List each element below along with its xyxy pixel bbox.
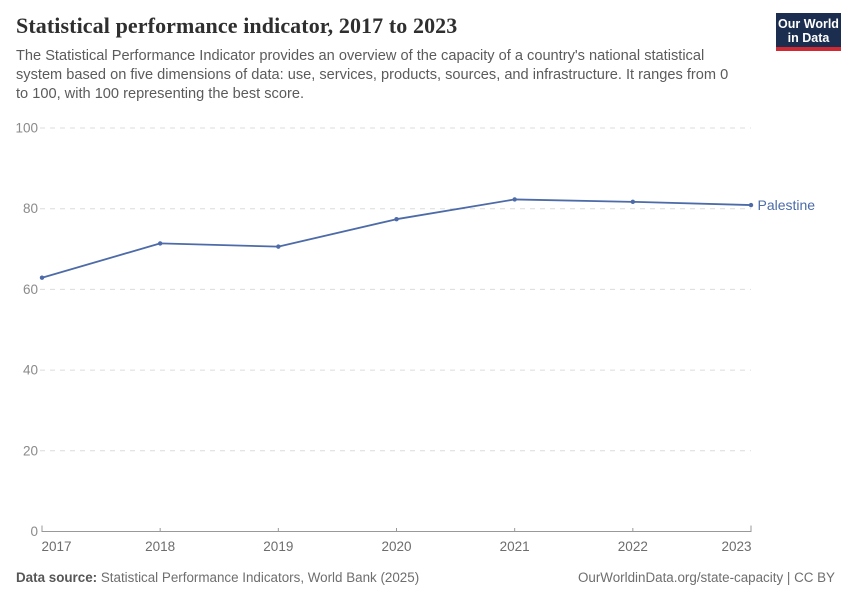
y-axis-tick-label: 0 — [30, 524, 38, 539]
data-point-marker — [157, 241, 163, 246]
x-axis-tick-label: 2021 — [500, 539, 530, 554]
x-axis-tick-label: 2017 — [42, 539, 72, 554]
data-source-note: Data source: Statistical Performance Ind… — [16, 570, 419, 585]
chart-footer: Data source: Statistical Performance Ind… — [16, 570, 835, 585]
owid-logo-line2: in Data — [787, 31, 830, 45]
x-axis-tick-label: 2019 — [263, 539, 293, 554]
chart-header: Statistical performance indicator, 2017 … — [16, 12, 761, 104]
data-point-marker — [276, 244, 281, 249]
y-axis-tick-label: 80 — [23, 201, 38, 216]
y-axis-tick-label: 20 — [23, 443, 38, 458]
data-source-label: Data source: — [16, 570, 98, 585]
data-point-marker — [512, 197, 517, 202]
chart-title: Statistical performance indicator, 2017 … — [16, 13, 458, 38]
y-axis-tick-label: 40 — [23, 363, 38, 378]
x-axis-tick-label: 2020 — [381, 539, 411, 554]
data-point-marker — [748, 202, 754, 208]
x-axis-tick-label: 2023 — [721, 539, 751, 554]
series-line — [41, 198, 752, 279]
data-source-text: Statistical Performance Indicators, Worl… — [100, 570, 420, 585]
data-point-marker — [630, 199, 636, 205]
x-axis-tick-label: 2018 — [145, 539, 175, 554]
data-point-marker — [394, 216, 399, 222]
y-axis-tick-label: 100 — [15, 121, 38, 136]
owid-logo-line1: Our World — [778, 17, 839, 31]
y-axis-tick-label: 60 — [23, 282, 38, 297]
entity-label: Palestine — [758, 197, 816, 213]
chart-subtitle: The Statistical Performance Indicator pr… — [16, 47, 729, 102]
credit-link[interactable]: OurWorldinData.org/state-capacity | CC B… — [577, 570, 835, 585]
x-axis-tick-label: 2022 — [618, 539, 648, 554]
owid-logo[interactable]: Our World in Data — [776, 13, 841, 51]
data-point-marker — [39, 275, 45, 280]
